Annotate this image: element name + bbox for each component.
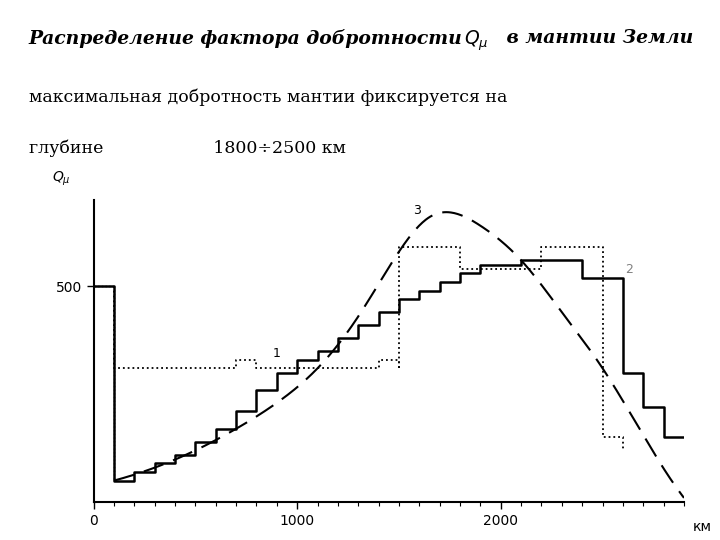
Text: $Q_\mu$: $Q_\mu$ [53,170,71,188]
Text: глубине                    1800÷2500 км: глубине 1800÷2500 км [29,139,346,157]
Text: в мантии Земли: в мантии Земли [500,29,693,47]
Text: 3: 3 [413,204,421,217]
Text: максимальная добротность мантии фиксируется на: максимальная добротность мантии фиксируе… [29,88,507,105]
Text: 2: 2 [625,263,633,276]
Text: Распределение фактора добротности: Распределение фактора добротности [29,29,469,48]
Text: 1: 1 [273,347,281,361]
Text: $\mathit{Q}_\mu$: $\mathit{Q}_\mu$ [464,29,488,53]
Text: км: км [693,521,712,535]
